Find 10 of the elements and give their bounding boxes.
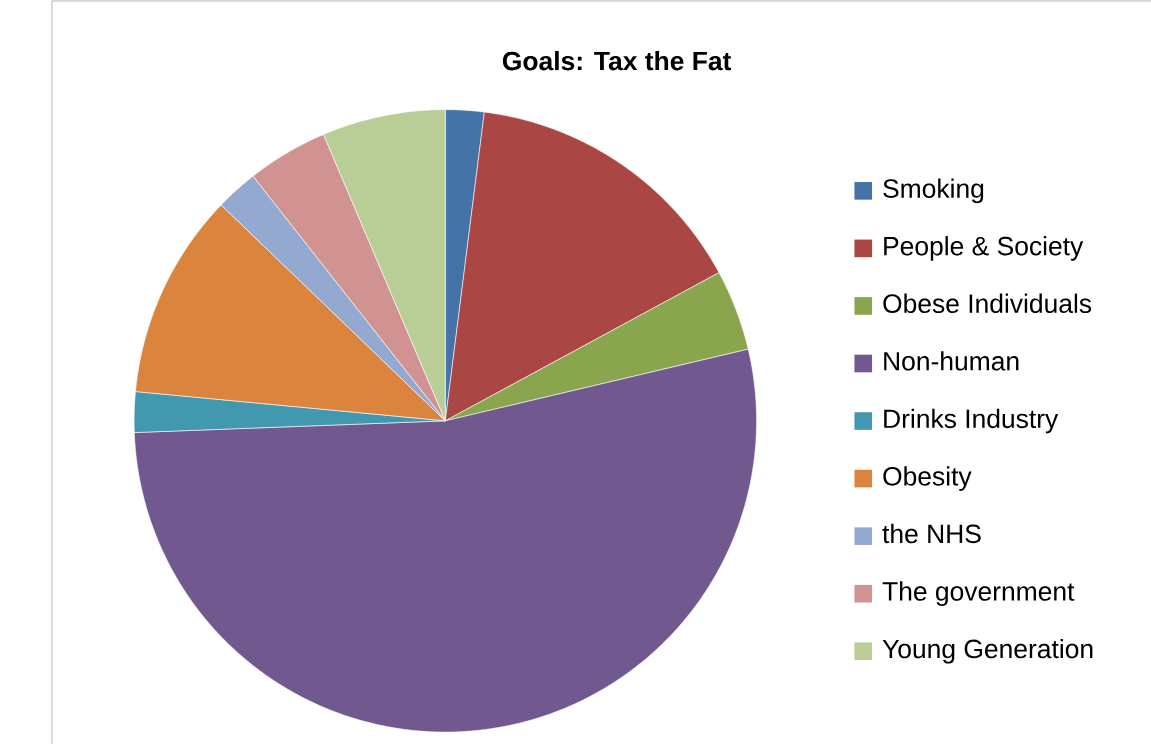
legend-label: Non-human xyxy=(884,351,1019,371)
legend-label: Smoking xyxy=(883,178,984,204)
legend-label: Drinks Industry xyxy=(884,408,1059,434)
legend-label: Obesity xyxy=(883,466,972,491)
legend-label: Young Generation xyxy=(882,638,1093,664)
legend-label: Obese Individuals xyxy=(883,293,1092,314)
legend-label: People & Society xyxy=(884,236,1084,261)
legend-label: the NHS xyxy=(882,523,981,544)
legend-label: The government xyxy=(882,581,1075,607)
chart-title: Goals: Tax the Fat xyxy=(502,51,732,71)
